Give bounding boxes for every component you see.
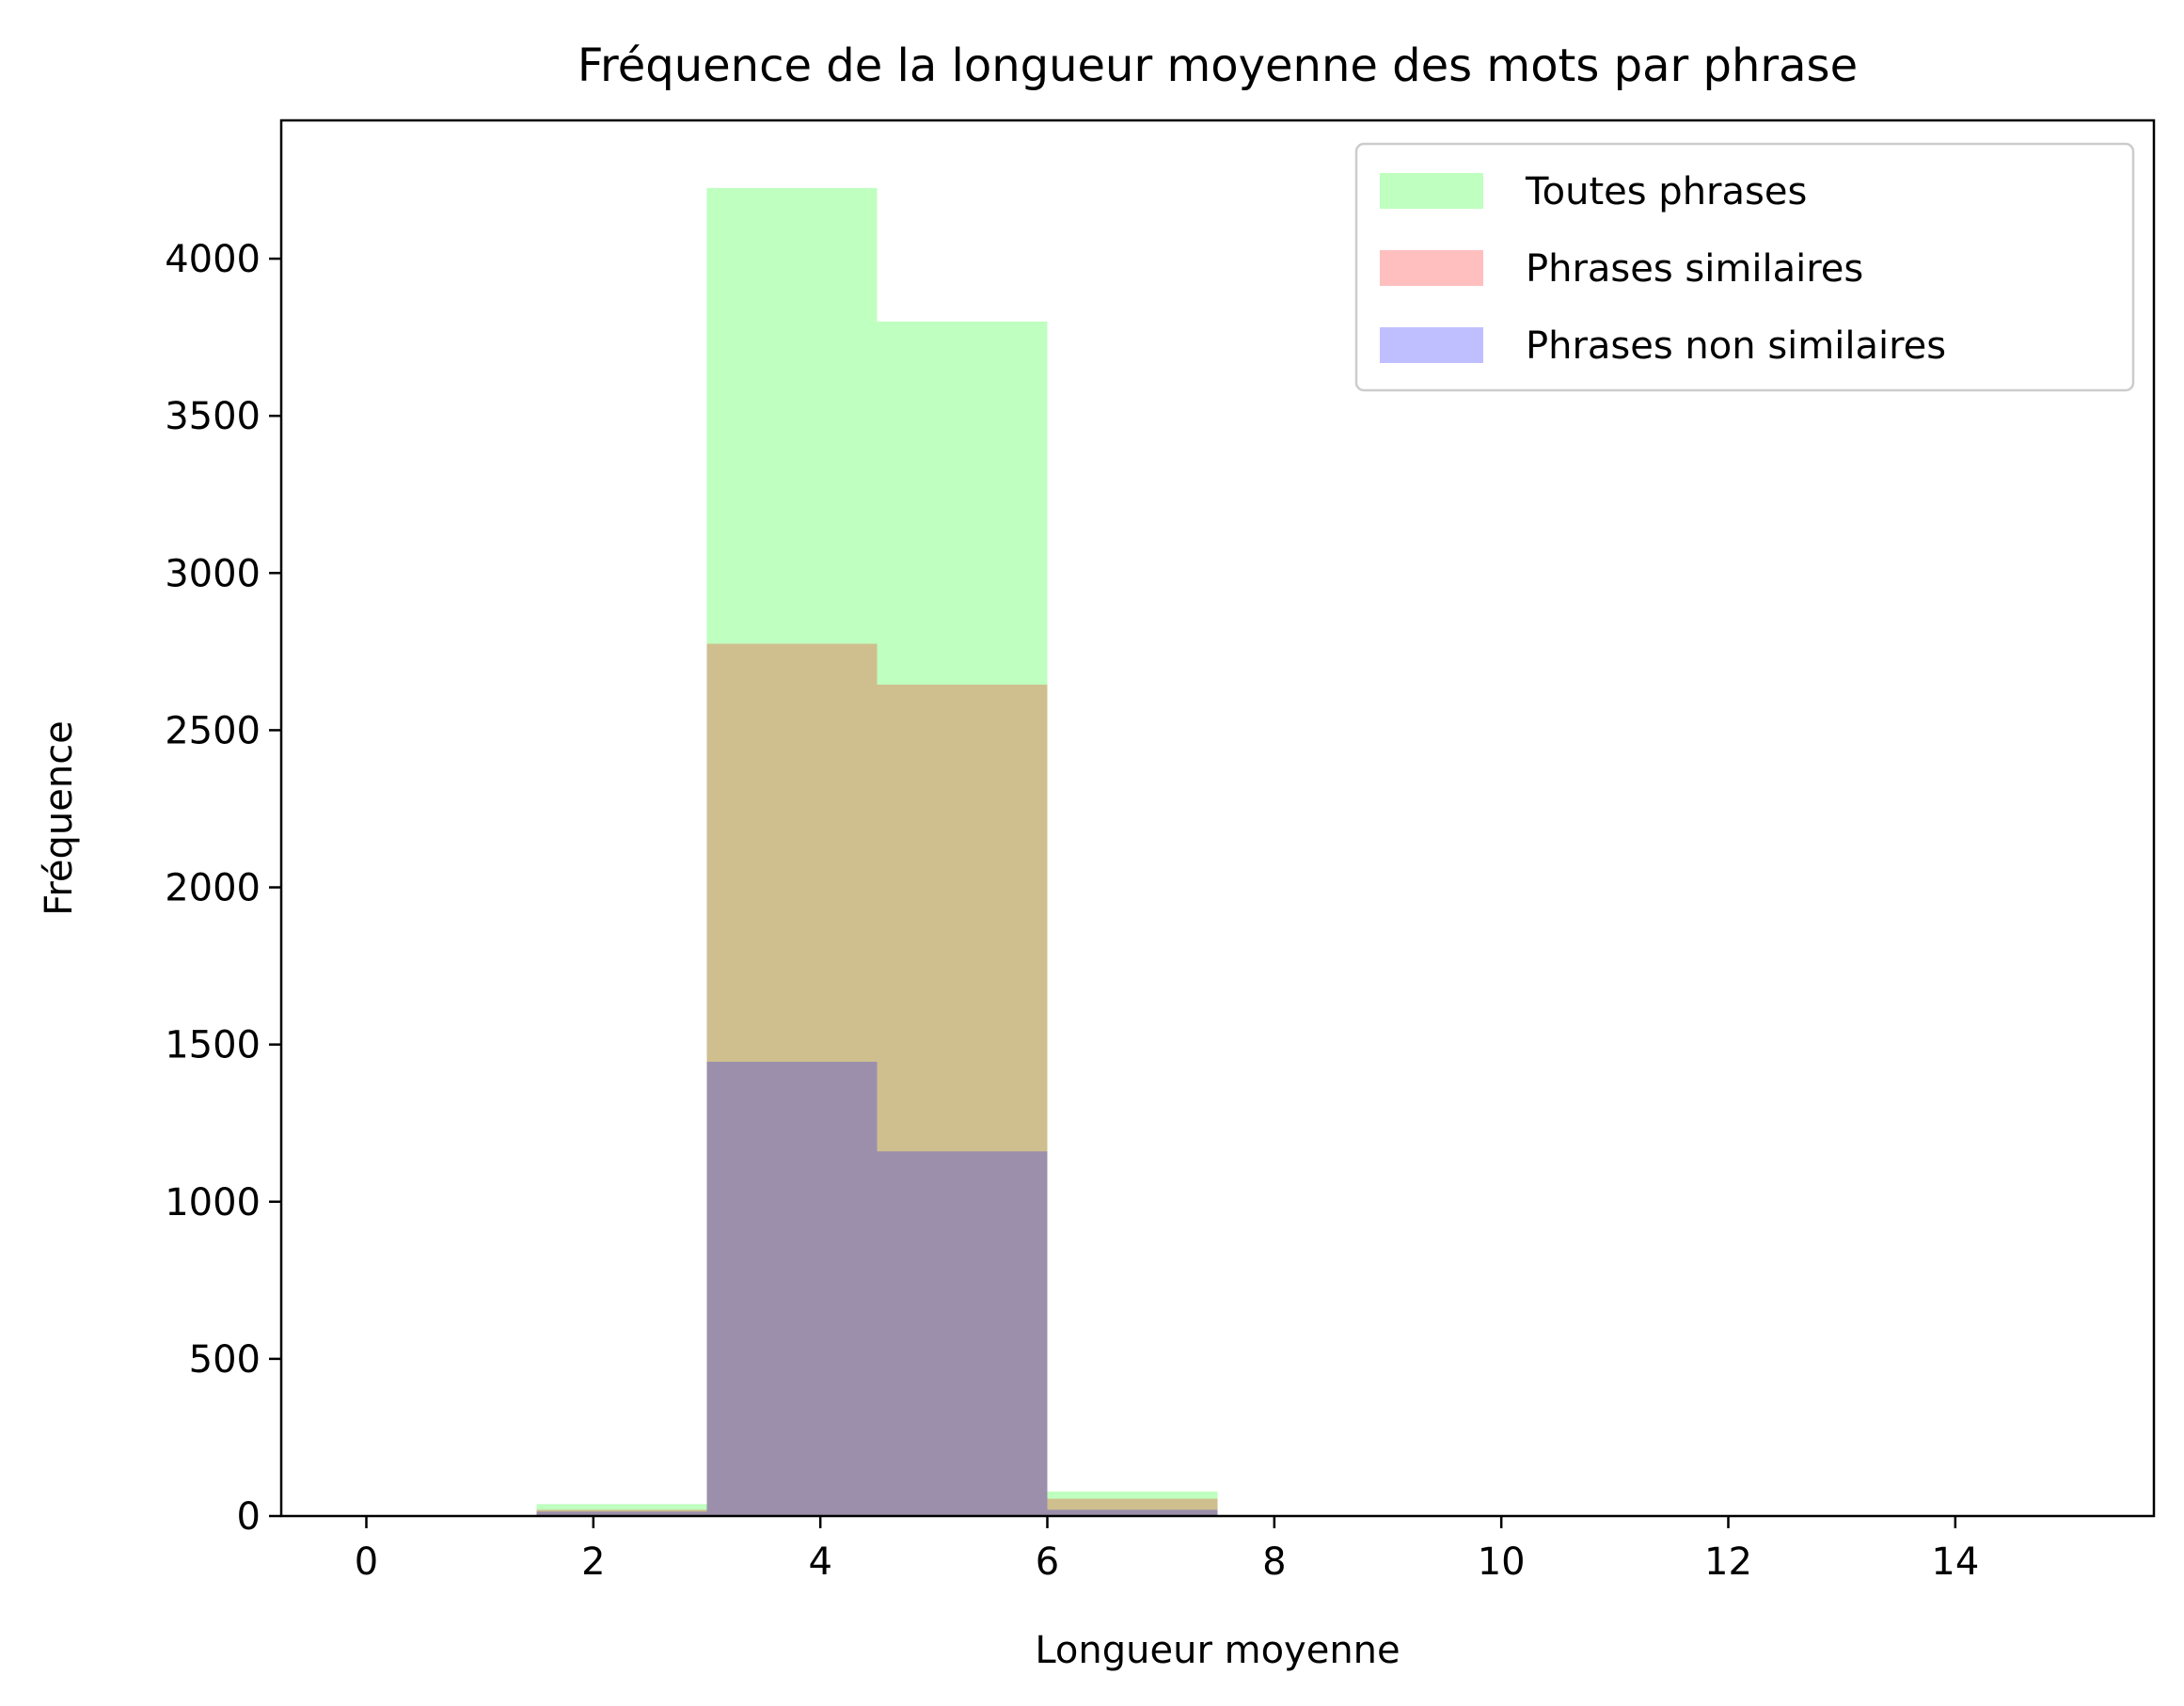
x-tick-label: 14 bbox=[1931, 1540, 1979, 1584]
x-tick-label: 6 bbox=[1036, 1540, 1059, 1584]
histogram-bar-series-0-bin-3 bbox=[877, 321, 1048, 1516]
y-axis-label: Fréquence bbox=[38, 720, 81, 916]
histogram-bar-series-0-bin-4 bbox=[1047, 1491, 1218, 1516]
legend-swatch bbox=[1380, 327, 1483, 363]
bars-layer bbox=[536, 187, 1218, 1517]
legend-swatch bbox=[1380, 173, 1483, 209]
histogram-bar-series-1-bin-3 bbox=[877, 684, 1048, 1516]
y-tick-label: 3000 bbox=[165, 552, 261, 595]
histogram-bar-series-0-bin-1 bbox=[536, 1504, 707, 1516]
x-tick-label: 4 bbox=[808, 1540, 831, 1584]
legend: Toutes phrases Phrases similaires Phrases … bbox=[1354, 142, 2135, 392]
x-tick-label: 12 bbox=[1704, 1540, 1752, 1584]
legend-label: Phrases non similaires bbox=[1526, 324, 1946, 368]
y-tick-label: 3500 bbox=[165, 395, 261, 438]
histogram-bar-series-2-bin-3 bbox=[877, 1151, 1048, 1516]
y-axis-ticks: 0 500 1000 1500 2000 2500 3000 3500 4000 bbox=[165, 238, 281, 1539]
y-tick-label: 500 bbox=[189, 1338, 261, 1382]
plot-frame bbox=[279, 118, 2156, 1518]
histogram-bar-series-1-bin-2 bbox=[706, 643, 878, 1516]
y-tick-label: 1000 bbox=[165, 1181, 261, 1224]
histogram-bar-series-1-bin-4 bbox=[1047, 1498, 1218, 1516]
legend-swatch bbox=[1380, 250, 1483, 286]
y-tick-label: 2500 bbox=[165, 709, 261, 752]
y-tick-label: 1500 bbox=[165, 1024, 261, 1067]
y-tick-label: 4000 bbox=[165, 238, 261, 281]
x-tick-label: 10 bbox=[1478, 1540, 1526, 1584]
legend-box bbox=[1354, 142, 2135, 392]
histogram-bar-series-1-bin-1 bbox=[536, 1509, 707, 1516]
x-axis-ticks: 0 2 4 6 8 10 12 14 bbox=[355, 1516, 1979, 1584]
histogram-bar-series-0-bin-2 bbox=[706, 187, 878, 1517]
x-tick-label: 2 bbox=[581, 1540, 605, 1584]
histogram-bar-series-2-bin-4 bbox=[1047, 1509, 1218, 1516]
x-axis-label: Longueur moyenne bbox=[1035, 1629, 1400, 1672]
legend-label: Toutes phrases bbox=[1525, 170, 1807, 213]
y-tick-label: 2000 bbox=[165, 867, 261, 910]
chart-title: Fréquence de la longueur moyenne des mot… bbox=[578, 39, 1858, 92]
x-tick-label: 8 bbox=[1262, 1540, 1286, 1584]
x-tick-label: 0 bbox=[355, 1540, 378, 1584]
legend-label: Phrases similaires bbox=[1526, 247, 1863, 291]
histogram-bar-series-2-bin-2 bbox=[706, 1062, 878, 1516]
y-tick-label: 0 bbox=[237, 1495, 261, 1539]
histogram-bar-series-2-bin-1 bbox=[536, 1511, 707, 1516]
